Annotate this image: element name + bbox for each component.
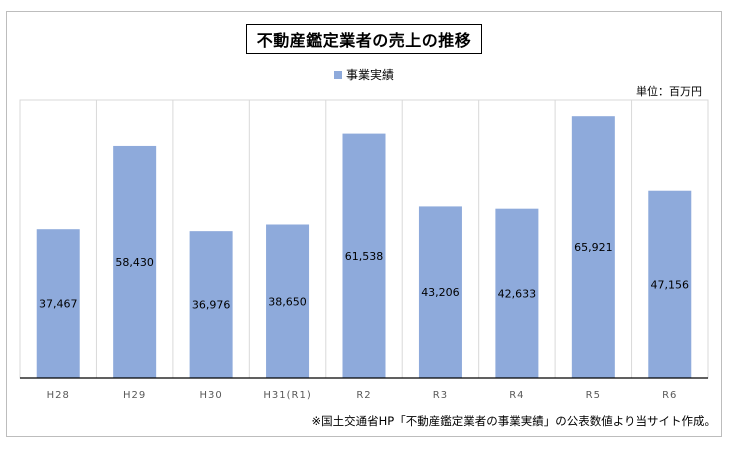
chart-title: 不動産鑑定業者の売上の推移 <box>246 24 482 54</box>
legend-label: 事業実績 <box>346 68 395 82</box>
x-tick-label: R2 <box>356 390 371 401</box>
bar-R6 <box>648 190 692 378</box>
x-tick-label: R5 <box>586 390 601 401</box>
data-label: 58,430 <box>115 256 154 269</box>
x-tick-label: H31(R1) <box>263 390 311 401</box>
x-tick-label: H29 <box>123 390 146 401</box>
source-footnote: ※国土交通省HP「不動産鑑定業者の事業実績」の公表数値より当サイト作成。 <box>311 414 716 428</box>
bar-R4 <box>495 208 539 378</box>
data-label: 61,538 <box>345 250 384 263</box>
data-label: 42,633 <box>498 287 537 300</box>
x-tick-label: H28 <box>47 390 70 401</box>
bar-H29 <box>113 145 157 378</box>
bar-R2 <box>342 133 386 378</box>
x-tick-label: R6 <box>662 390 677 401</box>
data-label: 43,206 <box>421 286 460 299</box>
x-tick-label: R3 <box>433 390 448 401</box>
data-label: 38,650 <box>268 295 307 308</box>
bar-R3 <box>418 206 462 378</box>
legend: 事業実績 <box>334 66 394 83</box>
bar-H31(R1) <box>266 224 310 378</box>
data-label: 37,467 <box>39 298 78 311</box>
data-label: 36,976 <box>192 299 231 312</box>
bar-H30 <box>189 231 233 378</box>
unit-label: 単位：百万円 <box>636 85 702 98</box>
x-tick-label: H30 <box>199 390 222 401</box>
legend-swatch <box>334 70 342 79</box>
x-tick-label: R4 <box>509 390 524 401</box>
bar-R5 <box>571 116 615 378</box>
bar-H28 <box>36 229 80 378</box>
data-label: 47,156 <box>651 278 690 291</box>
data-label: 65,921 <box>574 241 613 254</box>
